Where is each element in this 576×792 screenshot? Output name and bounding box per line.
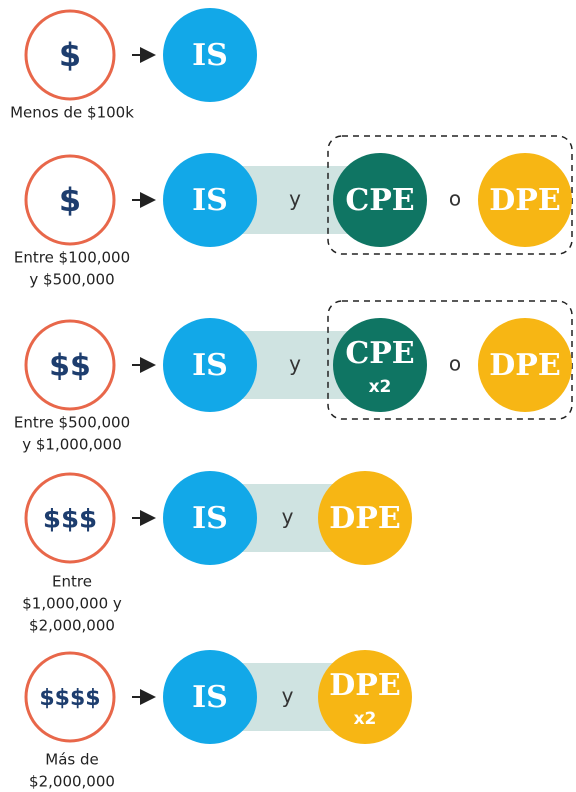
node-circle	[333, 318, 427, 412]
node-text: IS	[192, 501, 228, 536]
node-circle	[163, 8, 257, 102]
node-text: IS	[192, 348, 228, 383]
node-text: CPE	[345, 336, 414, 371]
range-label: y $1,000,000	[22, 436, 122, 454]
range-label: Entre $500,000	[14, 414, 130, 432]
connector: o	[449, 352, 461, 376]
node-sub: x2	[369, 377, 392, 397]
connector: y	[282, 505, 294, 529]
node-text: DPE	[489, 348, 560, 383]
money-circle	[24, 154, 116, 246]
money-icon: $$$	[43, 505, 97, 535]
connector: y	[289, 187, 301, 211]
node-text: DPE	[329, 501, 400, 536]
node-sub: x2	[354, 709, 377, 729]
range-label: Entre	[52, 573, 92, 591]
range-label: $2,000,000	[29, 617, 115, 635]
node-circle	[163, 153, 257, 247]
node-text: DPE	[489, 183, 560, 218]
connector: y	[289, 352, 301, 376]
money-icon: $	[59, 181, 81, 219]
money-circle	[24, 319, 116, 411]
option-box	[327, 300, 573, 420]
node-circle	[163, 650, 257, 744]
money-icon: $$	[49, 349, 91, 384]
range-label: $1,000,000 y	[22, 595, 122, 613]
range-label: $2,000,000	[29, 773, 115, 791]
node-circle	[478, 318, 572, 412]
money-circle	[24, 9, 116, 101]
range-label: Menos de $100k	[10, 104, 134, 122]
connector: o	[449, 187, 461, 211]
node-circle	[318, 650, 412, 744]
option-box	[327, 135, 573, 255]
node-text: IS	[192, 183, 228, 218]
range-label: y $500,000	[29, 271, 114, 289]
node-text: DPE	[329, 668, 400, 703]
money-icon: $	[59, 36, 81, 74]
node-text: CPE	[345, 183, 414, 218]
node-text: IS	[192, 680, 228, 715]
node-circle	[163, 318, 257, 412]
node-circle	[163, 471, 257, 565]
range-label: Entre $100,000	[14, 249, 130, 267]
connector: y	[282, 684, 294, 708]
money-circle	[24, 472, 116, 564]
money-circle	[24, 651, 116, 743]
node-circle	[333, 153, 427, 247]
range-label: Más de	[45, 751, 98, 769]
money-icon: $$$$	[39, 686, 100, 711]
node-circle	[318, 471, 412, 565]
node-text: IS	[192, 38, 228, 73]
node-circle	[478, 153, 572, 247]
